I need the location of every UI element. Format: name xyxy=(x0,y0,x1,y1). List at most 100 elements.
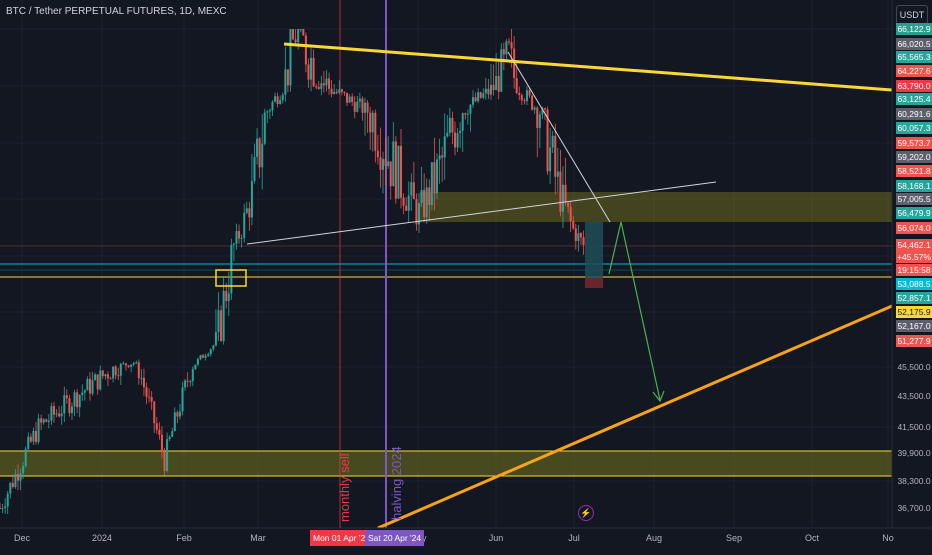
candle-body xyxy=(502,49,505,55)
time-axis-bg xyxy=(0,528,932,550)
candle-body xyxy=(55,413,58,415)
candle-body xyxy=(199,355,202,359)
candle-body xyxy=(579,233,582,238)
candle-body xyxy=(574,228,577,241)
price-tag: +45.57% xyxy=(896,251,932,263)
candle-body xyxy=(559,171,562,212)
price-tag: 52,175.9 xyxy=(896,306,932,318)
candle-body xyxy=(420,190,423,204)
candle-body xyxy=(430,162,433,206)
candle-body xyxy=(371,112,374,133)
time-tick: Jun xyxy=(488,533,504,543)
candle-body xyxy=(232,243,235,245)
lightning-icon[interactable]: ⚡ xyxy=(578,505,594,521)
candle-body xyxy=(294,39,297,43)
candle-body xyxy=(114,366,117,376)
candle-body xyxy=(289,29,292,86)
candle-body xyxy=(415,199,418,225)
consolidation-box xyxy=(215,269,247,287)
candle-body xyxy=(582,237,585,245)
candle-body xyxy=(4,506,7,509)
time-tick: Aug xyxy=(645,533,663,543)
candle-body xyxy=(572,221,575,229)
candle-body xyxy=(543,108,546,110)
candle-body xyxy=(168,436,171,440)
candle-body xyxy=(497,75,500,92)
price-tag: 58,521.8 xyxy=(896,165,932,177)
price-tag: 52,857.1 xyxy=(896,292,932,304)
candle-body xyxy=(569,206,572,222)
candle-body xyxy=(320,83,323,89)
halving-label: halving 2024 xyxy=(389,446,404,520)
candle-body xyxy=(405,205,408,211)
candle-body xyxy=(281,94,284,101)
candle-body xyxy=(16,473,19,481)
candle-body xyxy=(50,406,53,421)
candle-body xyxy=(227,293,230,301)
candle-body xyxy=(459,130,462,134)
candles xyxy=(0,29,585,514)
candle-body xyxy=(178,411,181,417)
candle-body xyxy=(286,69,289,86)
candle-body xyxy=(443,136,446,158)
candle-body xyxy=(212,345,215,350)
date-badge: Sat 20 Apr '24 xyxy=(365,530,425,546)
candle-body xyxy=(438,155,441,160)
currency-button[interactable]: USDT xyxy=(896,5,928,25)
candle-body xyxy=(0,508,1,509)
candle-body xyxy=(176,412,179,417)
candle-body xyxy=(312,57,315,87)
candle-body xyxy=(523,100,526,102)
candle-body xyxy=(500,49,503,92)
date-badge: Mon 01 Apr '24 xyxy=(310,530,373,546)
price-tag: 52,167.0 xyxy=(896,320,932,332)
price-tick: 41,500.0 xyxy=(897,422,931,432)
candle-body xyxy=(379,157,382,170)
candle-body xyxy=(135,362,138,364)
price-tick: 36,700.0 xyxy=(897,503,931,513)
candle-body xyxy=(299,29,302,30)
candle-body xyxy=(554,135,557,177)
time-tick: Feb xyxy=(176,533,192,543)
candle-body xyxy=(471,97,474,105)
candle-body xyxy=(191,369,194,382)
candle-body xyxy=(369,112,372,133)
candle-body xyxy=(394,141,397,199)
candle-body xyxy=(556,171,559,177)
price-tag: 60,291.6 xyxy=(896,108,932,120)
candle-body xyxy=(258,138,261,168)
candle-body xyxy=(348,96,351,103)
price-tag: 66,020.5 xyxy=(896,38,932,50)
candle-body xyxy=(14,473,17,487)
candle-body xyxy=(433,162,436,194)
price-tag: 56,074.0 xyxy=(896,222,932,234)
candle-body xyxy=(366,102,369,113)
candle-body xyxy=(150,397,153,402)
candle-body xyxy=(346,92,349,103)
candle-body xyxy=(27,436,30,450)
candle-body xyxy=(436,159,439,194)
candle-body xyxy=(389,161,392,187)
candle-body xyxy=(451,117,454,133)
candle-body xyxy=(40,418,43,423)
candle-body xyxy=(533,107,536,110)
candle-body xyxy=(307,64,310,80)
price-tag: 64,227.6 xyxy=(896,65,932,77)
candle-body xyxy=(217,310,220,333)
price-tick: 43,500.0 xyxy=(897,391,931,401)
candle-body xyxy=(551,135,554,148)
candle-body xyxy=(220,310,223,342)
candle-body xyxy=(541,108,544,115)
candle-body xyxy=(274,96,277,102)
time-tick: Sep xyxy=(725,533,743,543)
candle-body xyxy=(127,365,130,367)
candle-body xyxy=(461,113,464,131)
candle-body xyxy=(487,88,490,95)
candle-body xyxy=(214,332,217,346)
candle-body xyxy=(425,187,428,218)
projection-path xyxy=(608,221,661,401)
candle-body xyxy=(253,156,256,182)
price-tick: 45,500.0 xyxy=(897,362,931,372)
